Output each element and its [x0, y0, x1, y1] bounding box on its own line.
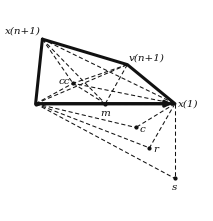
Text: c: c	[139, 125, 145, 134]
Text: x(n+1): x(n+1)	[5, 26, 41, 35]
Text: m: m	[100, 109, 110, 118]
Text: s: s	[172, 183, 178, 192]
Text: x(1): x(1)	[178, 99, 199, 108]
Text: r: r	[153, 145, 158, 154]
Text: v(n+1): v(n+1)	[129, 53, 165, 62]
Text: cc: cc	[58, 77, 70, 86]
